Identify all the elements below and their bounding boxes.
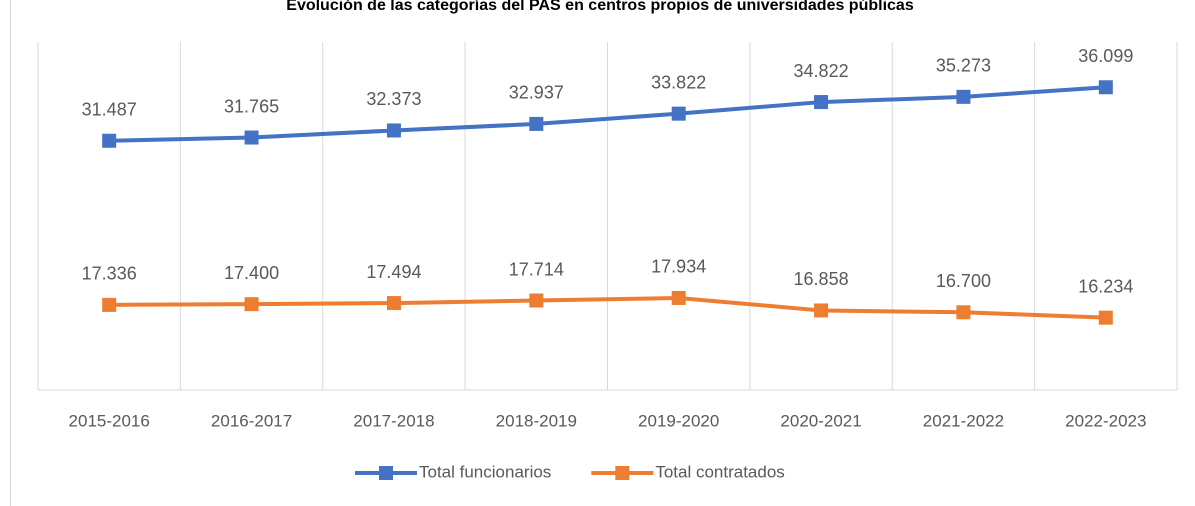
data-point (671, 106, 686, 121)
data-label: 16.234 (1078, 276, 1133, 296)
data-label: 17.714 (509, 259, 564, 279)
data-point (529, 293, 544, 308)
data-point (102, 297, 117, 312)
x-tick-label: 2020-2021 (780, 411, 861, 430)
data-point (814, 95, 829, 110)
series-line (109, 85, 1106, 143)
data-point (1098, 80, 1113, 95)
series-line (109, 295, 1106, 320)
data-label: 17.494 (366, 262, 421, 282)
data-label: 36.099 (1078, 46, 1133, 66)
data-point (956, 305, 971, 320)
chart-frame (10, 0, 1195, 506)
data-point (529, 116, 544, 131)
data-label: 32.373 (366, 89, 421, 109)
data-label: 16.858 (794, 269, 849, 289)
data-point (814, 303, 829, 318)
x-tick-label: 2017-2018 (353, 411, 434, 430)
data-label: 33.822 (651, 72, 706, 92)
data-label: 35.273 (936, 56, 991, 76)
chart-title: Evolución de las categorías del PAS en c… (286, 0, 914, 14)
legend-marker (379, 466, 393, 480)
data-label: 17.934 (651, 257, 706, 277)
data-point (671, 290, 686, 305)
data-point (386, 296, 401, 311)
data-point (244, 130, 259, 145)
data-label: 16.700 (936, 271, 991, 291)
data-point (1098, 310, 1113, 325)
legend-label: Total funcionarios (419, 462, 551, 481)
data-point (956, 89, 971, 104)
data-point (244, 297, 259, 312)
data-point (102, 133, 117, 148)
data-label: 31.487 (82, 100, 137, 120)
x-tick-label: 2022-2023 (1065, 411, 1146, 430)
data-label: 17.400 (224, 263, 279, 283)
x-tick-label: 2019-2020 (638, 411, 719, 430)
data-label: 31.765 (224, 96, 279, 116)
data-point (386, 123, 401, 138)
legend-label: Total contratados (655, 462, 784, 481)
data-label: 17.336 (82, 264, 137, 284)
data-label: 34.822 (794, 61, 849, 81)
legend-marker (615, 466, 630, 480)
x-tick-label: 2015-2016 (69, 411, 150, 430)
x-tick-label: 2016-2017 (211, 411, 292, 430)
x-tick-label: 2021-2022 (923, 411, 1004, 430)
x-tick-label: 2018-2019 (496, 411, 577, 430)
data-label: 32.937 (509, 83, 564, 103)
